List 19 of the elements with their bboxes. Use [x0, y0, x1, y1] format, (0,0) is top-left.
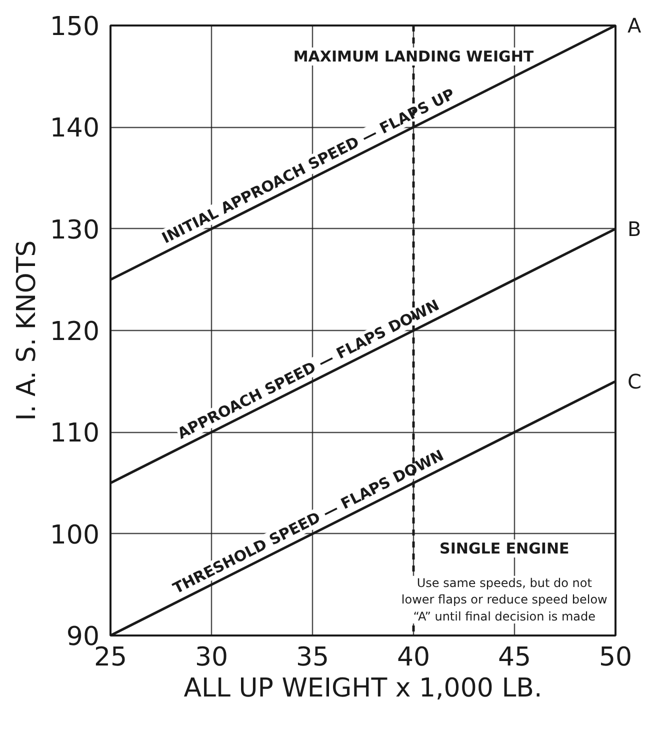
- y-tick-label: 100: [50, 520, 100, 550]
- annotation: Use same speeds, but do not lower flaps or reduce speed below “A” until final decision is made: [401, 576, 608, 624]
- y-tick-label: 130: [50, 215, 100, 246]
- y-axis-title: I. A. S. KNOTS: [12, 240, 42, 421]
- x-tick-label: 40: [396, 642, 430, 672]
- x-tick-label: 45: [498, 642, 532, 672]
- y-tick-label: 150: [50, 12, 100, 42]
- series-label: B: [628, 216, 642, 241]
- x-axis-title: ALL UP WEIGHT x 1,000 LB.: [184, 674, 542, 704]
- y-tick-label: 140: [50, 114, 100, 144]
- annotation: SINGLE ENGINE: [440, 540, 570, 558]
- x-tick-label: 35: [296, 642, 330, 672]
- series-label: A: [628, 14, 642, 38]
- y-tick-label: 110: [50, 418, 100, 449]
- ref-line-label: MAXIMUM LANDING WEIGHT: [293, 48, 534, 66]
- y-tick-label: 120: [50, 317, 100, 347]
- x-tick-label: 30: [194, 642, 228, 672]
- series-label: C: [628, 369, 642, 394]
- x-tick-label: 50: [598, 642, 632, 672]
